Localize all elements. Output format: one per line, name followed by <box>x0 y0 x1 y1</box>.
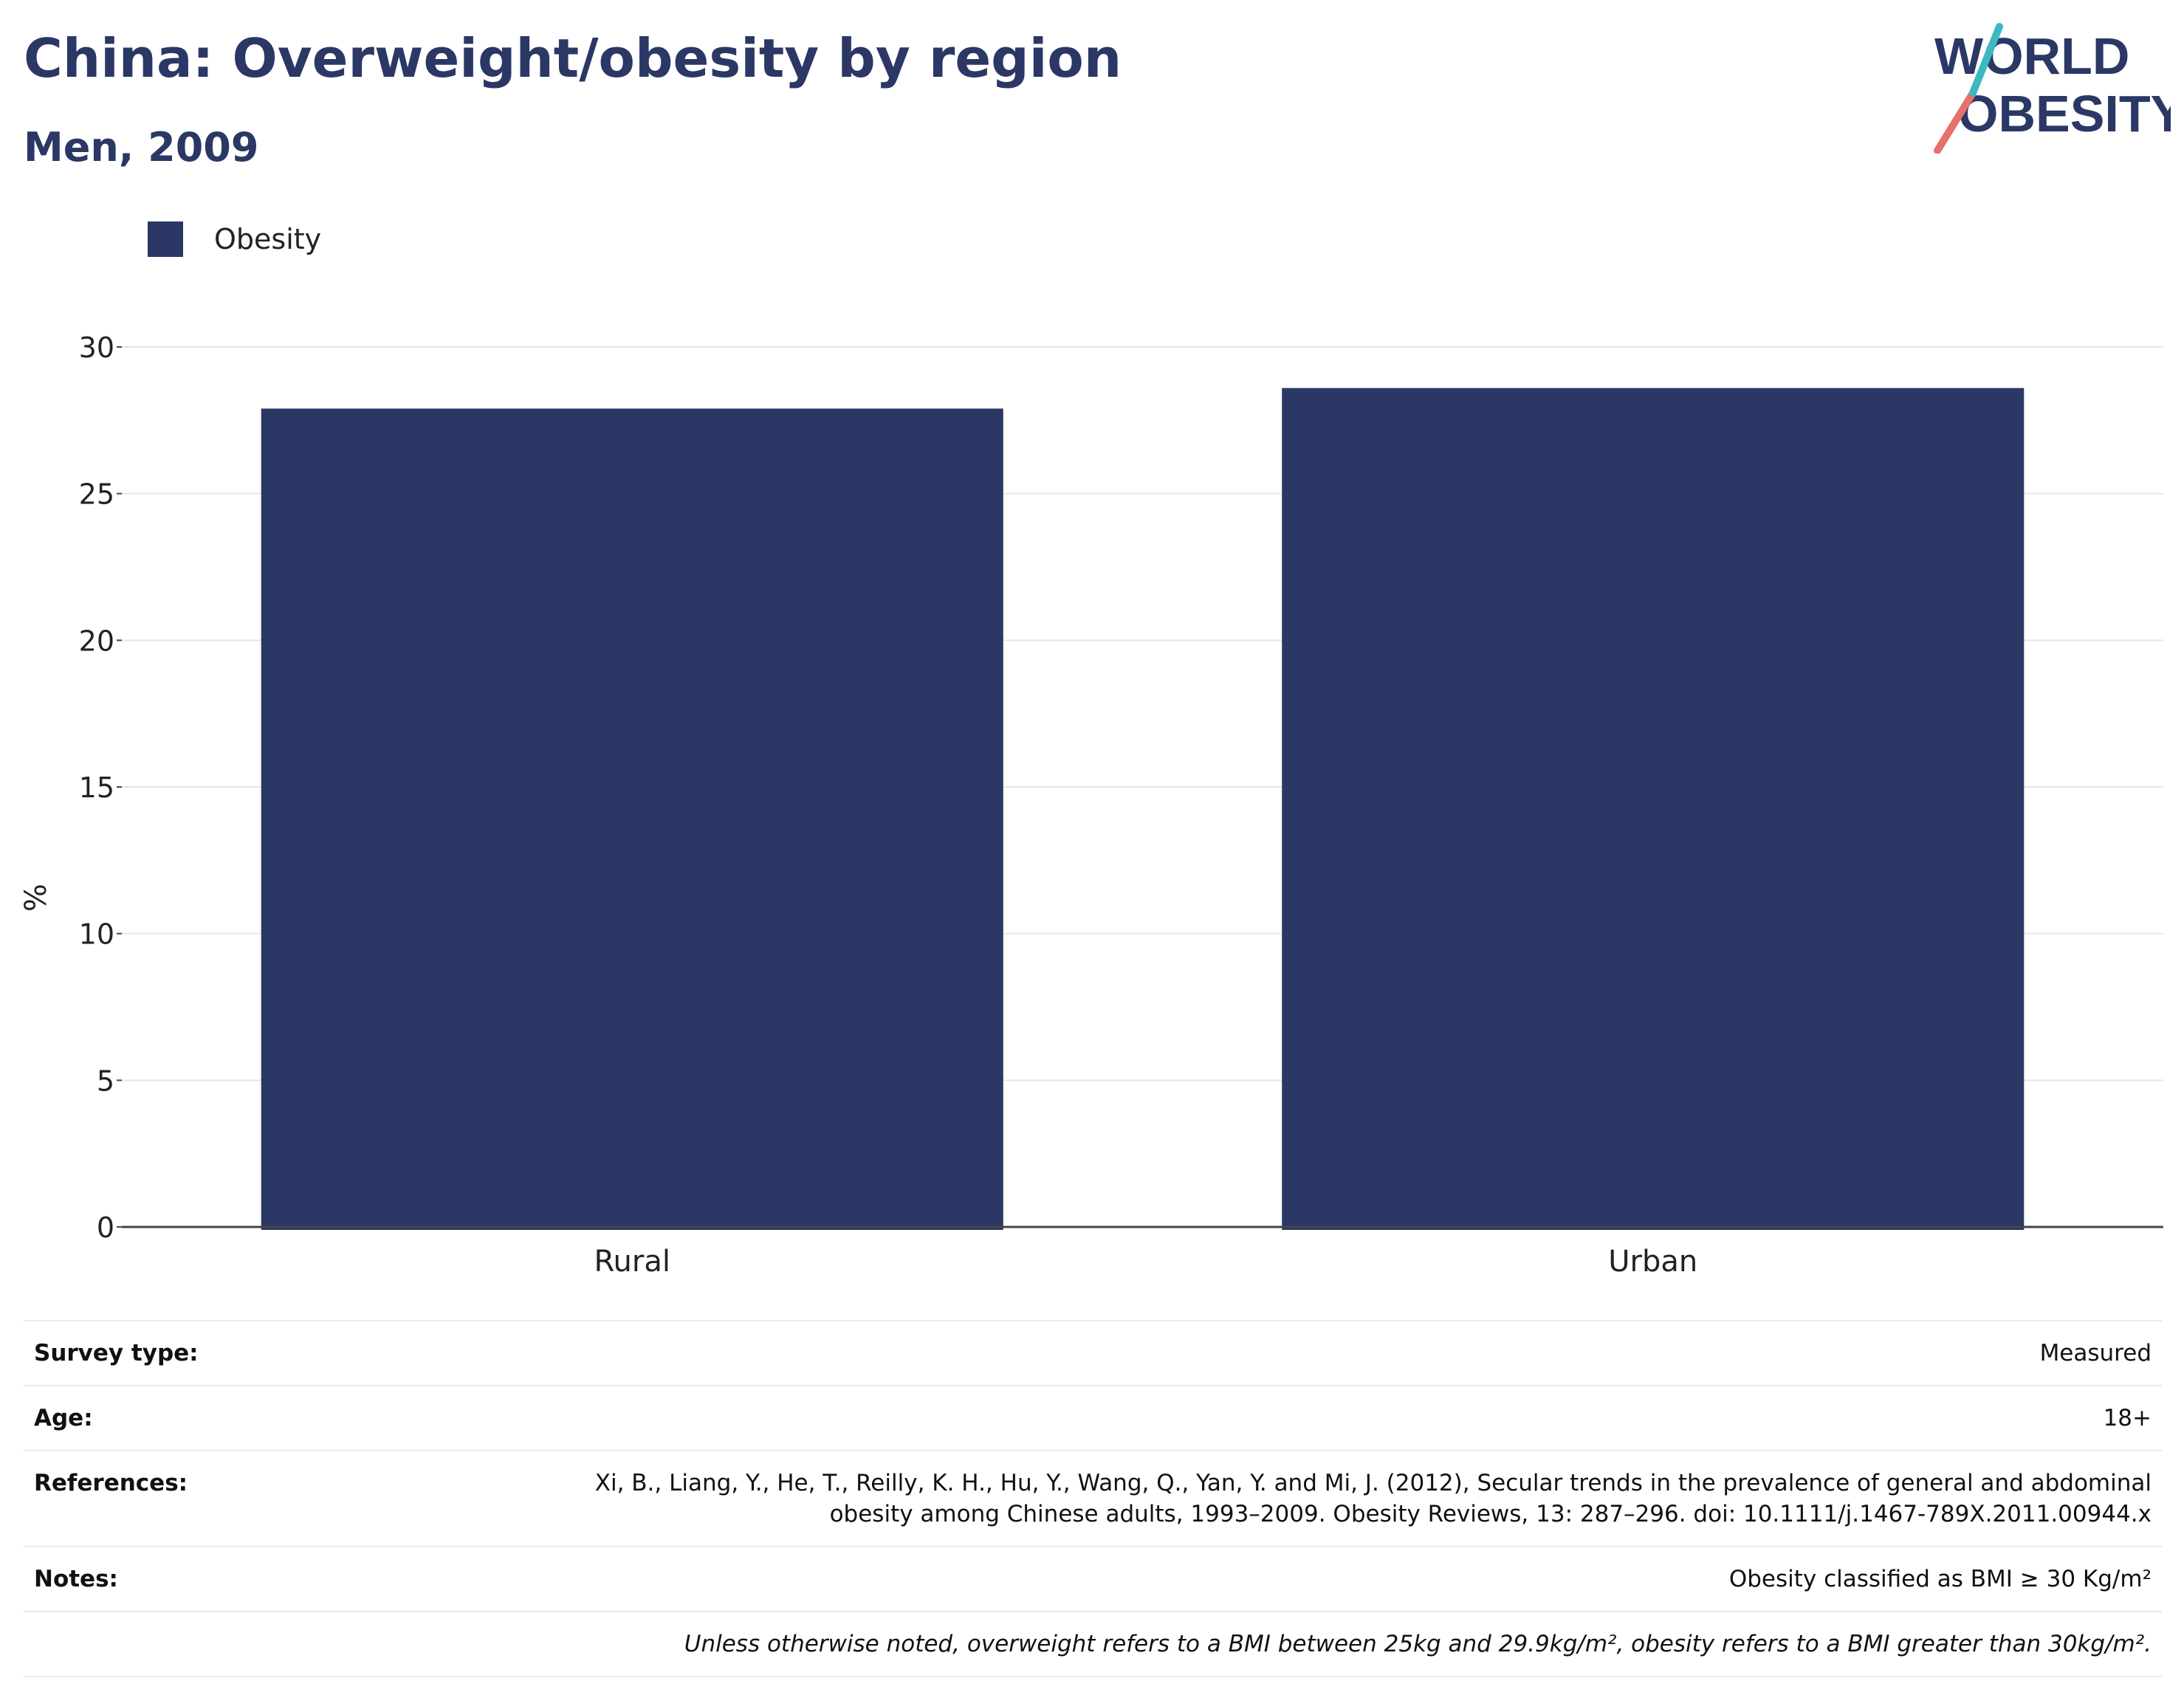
info-row-notes: Notes: Obesity classified as BMI ≥ 30 Kg… <box>24 1547 2162 1612</box>
bar-rural <box>261 408 1003 1231</box>
logo-slash-coral <box>1934 89 1977 154</box>
references-line-1: Xi, B., Liang, Y., He, T., Reilly, K. H.… <box>594 1470 2152 1496</box>
y-axis-label: % <box>19 884 53 912</box>
info-row-survey-type: Survey type: Measured <box>24 1321 2162 1386</box>
bar-urban <box>1282 388 2025 1230</box>
axes <box>117 346 2163 1228</box>
notes-label: Notes: <box>34 1566 118 1592</box>
references-label: References: <box>34 1470 188 1496</box>
x-tick-label-rural: Rural <box>594 1245 670 1279</box>
footnote-text: Unless otherwise noted, overweight refer… <box>684 1631 2152 1657</box>
x-tick-label-urban: Urban <box>1608 1245 1697 1279</box>
chart-subtitle: Men, 2009 <box>24 124 259 171</box>
y-tick-label: 0 <box>97 1211 114 1244</box>
y-tick-label: 15 <box>79 771 114 804</box>
tick-labels: 0 5 10 15 20 25 30 Rural Urban <box>79 331 1698 1279</box>
y-tick-label: 10 <box>79 918 114 951</box>
age-label: Age: <box>34 1405 93 1431</box>
y-tick-label: 30 <box>79 331 114 364</box>
legend: Obesity <box>148 221 321 257</box>
y-tick-label: 20 <box>79 625 114 657</box>
chart-title: China: Overweight/obesity by region <box>24 27 1122 89</box>
references-line-2: obesity among Chinese adults, 1993–2009.… <box>829 1501 2152 1527</box>
y-tick-label: 25 <box>79 478 114 511</box>
logo-slash-teal <box>1969 23 2003 97</box>
age-value: 18+ <box>2103 1405 2152 1431</box>
info-row-footnote: Unless otherwise noted, overweight refer… <box>24 1612 2162 1677</box>
legend-swatch-obesity <box>148 221 183 257</box>
info-row-age: Age: 18+ <box>24 1386 2162 1451</box>
info-table: Survey type: Measured Age: 18+ Reference… <box>24 1320 2162 1677</box>
bar-chart: 0 5 10 15 20 25 30 Rural Urban % <box>19 331 2163 1279</box>
y-tick-label: 5 <box>97 1065 114 1097</box>
world-obesity-logo: WORLD OBESITY <box>1934 23 2171 154</box>
references-value: Xi, B., Liang, Y., He, T., Reilly, K. H.… <box>595 1468 2152 1530</box>
info-row-references: References: Xi, B., Liang, Y., He, T., R… <box>24 1451 2162 1547</box>
notes-value: Obesity classified as BMI ≥ 30 Kg/m² <box>1728 1566 2152 1592</box>
legend-label-obesity: Obesity <box>214 223 322 255</box>
logo-text-world: WORLD <box>1934 27 2129 85</box>
survey-type-label: Survey type: <box>34 1340 199 1366</box>
logo-text-obesity: OBESITY <box>1958 85 2171 142</box>
survey-type-value: Measured <box>2039 1340 2152 1366</box>
bars <box>261 388 2025 1231</box>
